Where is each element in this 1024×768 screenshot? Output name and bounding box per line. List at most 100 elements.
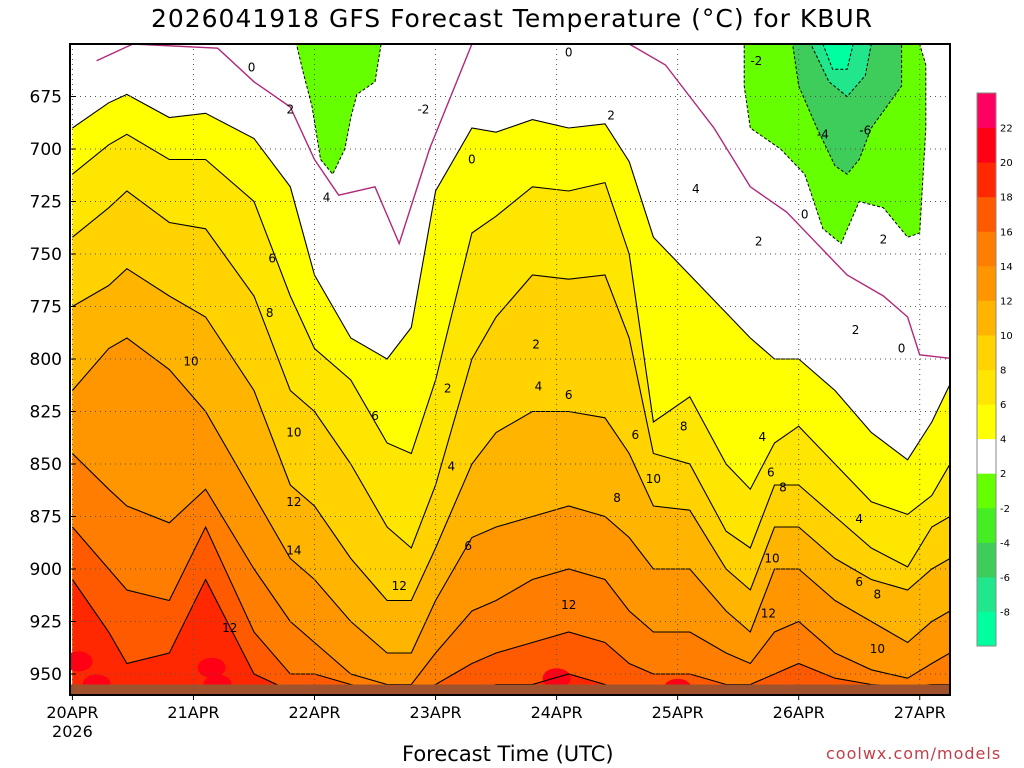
contour-label: 8 [613,491,621,505]
contour-label: 2 [444,382,452,396]
contour-label: 14 [286,543,301,557]
colorbar-segment [977,438,996,474]
contour-label: 10 [870,642,885,656]
colorbar-tick-label: 18 [1000,193,1013,204]
isotherm-line-8C [72,268,950,602]
contour-label: 4 [535,380,543,394]
colorbar-segment [977,369,996,405]
colorbar-tick-label: 16 [1000,227,1013,238]
colorbar-tick-label: -2 [1000,504,1010,515]
contour-label: 10 [646,472,661,486]
y-tick-label-725: 725 [30,193,62,213]
contour-label: 12 [982,650,997,664]
colorbar-segment [977,93,996,129]
y-tick-label-875: 875 [30,508,62,528]
colorbar-tick-label: 14 [1000,262,1013,273]
contour-label: -2 [750,54,762,68]
colorbar-segment [977,334,996,370]
x-axis-label: Forecast Time (UTC) [402,742,614,766]
contour-label: -2 [950,207,962,221]
colorbar-tick-label: -6 [1000,573,1010,584]
ground-surface [70,684,950,695]
x-tick-label-24APR: 24APR [531,703,583,722]
contour-label: 4 [447,459,455,473]
colorbar-tick-label: 8 [1000,366,1006,377]
colorbar-segment [977,196,996,232]
contour-label: 2 [755,235,763,249]
contour-label: 12 [761,606,776,620]
colorbar-tick-label: 22 [1000,124,1013,135]
contour-label: 8 [266,306,274,320]
contour-label: 0 [801,207,809,221]
colorbar-frame [976,92,997,647]
colorbar-tick-label: 12 [1000,296,1013,307]
plot-area: 0-200-2-4-6-4-20020022442681010222466468… [70,44,997,695]
x-tick-label-26APR: 26APR [773,703,825,722]
contour-label: 2 [286,102,294,116]
contour-label: 4 [323,191,331,205]
contour-label: 2 [532,338,540,352]
y-tick-label-850: 850 [30,455,62,475]
colorbar-segment [977,300,996,336]
cold-pocket-early [295,44,382,176]
colorbar-tick-label: 20 [1000,158,1013,169]
contour-label: 2 [880,233,888,247]
contour-label: 12 [561,598,576,612]
isotherm-line-10C [71,337,950,654]
y-tick-label-950: 950 [30,665,62,685]
contour-label: 0 [565,46,573,60]
contour-label: 8 [779,480,787,494]
warm-core-2 [197,657,226,678]
x-tick-label-27APR: 27APR [894,703,946,722]
cold-core-minus8 [822,44,854,70]
y-tick-label-750: 750 [30,245,62,265]
isotherm-line-14C [71,525,950,692]
contour-label: 8 [680,419,688,433]
isotherm-line-2C [72,93,950,461]
colorbar-segment [977,162,996,198]
contour-label: 12 [286,495,301,509]
contour-label: 10 [286,426,301,440]
colorbar-tick-label: 4 [1000,435,1006,446]
colorbar-segment [977,507,996,543]
isotherm-line-4C [72,133,950,516]
zero-isotherm-b [562,44,950,360]
colorbar-tick-label: -4 [1000,538,1010,549]
colorbar-tick-label: 10 [1000,331,1013,342]
y-tick-label-675: 675 [30,88,62,108]
contour-label: -2 [417,102,429,116]
colorbar-segment [977,611,996,647]
warm-core-4 [542,668,571,689]
cold-core-minus4 [792,44,903,175]
contour-label: 0 [898,342,906,356]
temperature-band-16C [72,579,950,695]
contour-label: 8 [874,587,882,601]
contour-label: 2 [607,109,615,123]
colorbar-segment [977,542,996,578]
colorbar-segment [977,231,996,267]
x-tick-label-20APR: 20APR [46,703,98,722]
x-tick-label-22APR: 22APR [288,703,340,722]
y-tick-label-925: 925 [30,613,62,633]
warm-core-0 [70,651,93,672]
colorbar-tick-label: -8 [1000,607,1010,618]
contour-label: 0 [468,153,476,167]
x-tick-label-21APR: 21APR [167,703,219,722]
contour-label: 6 [855,575,863,589]
isotherm-line-12C [72,453,950,686]
plot-frame [69,43,951,696]
isotherm-line-6C [72,190,950,568]
contour-label: 0 [248,60,256,74]
colorbar-segment [977,576,996,612]
colorbar-segment [977,265,996,301]
contour-label: 4 [759,430,767,444]
contour-label: 6 [631,428,639,442]
x-tick-label-25APR: 25APR [652,703,704,722]
colorbar-tick-label: 2 [1000,469,1006,480]
temperature-band-10C [72,338,950,695]
y-tick-label-825: 825 [30,403,62,423]
colorbar-tick-label: 6 [1000,400,1006,411]
y-tick-label-700: 700 [30,140,62,160]
cold-core-minus6 [810,44,872,98]
